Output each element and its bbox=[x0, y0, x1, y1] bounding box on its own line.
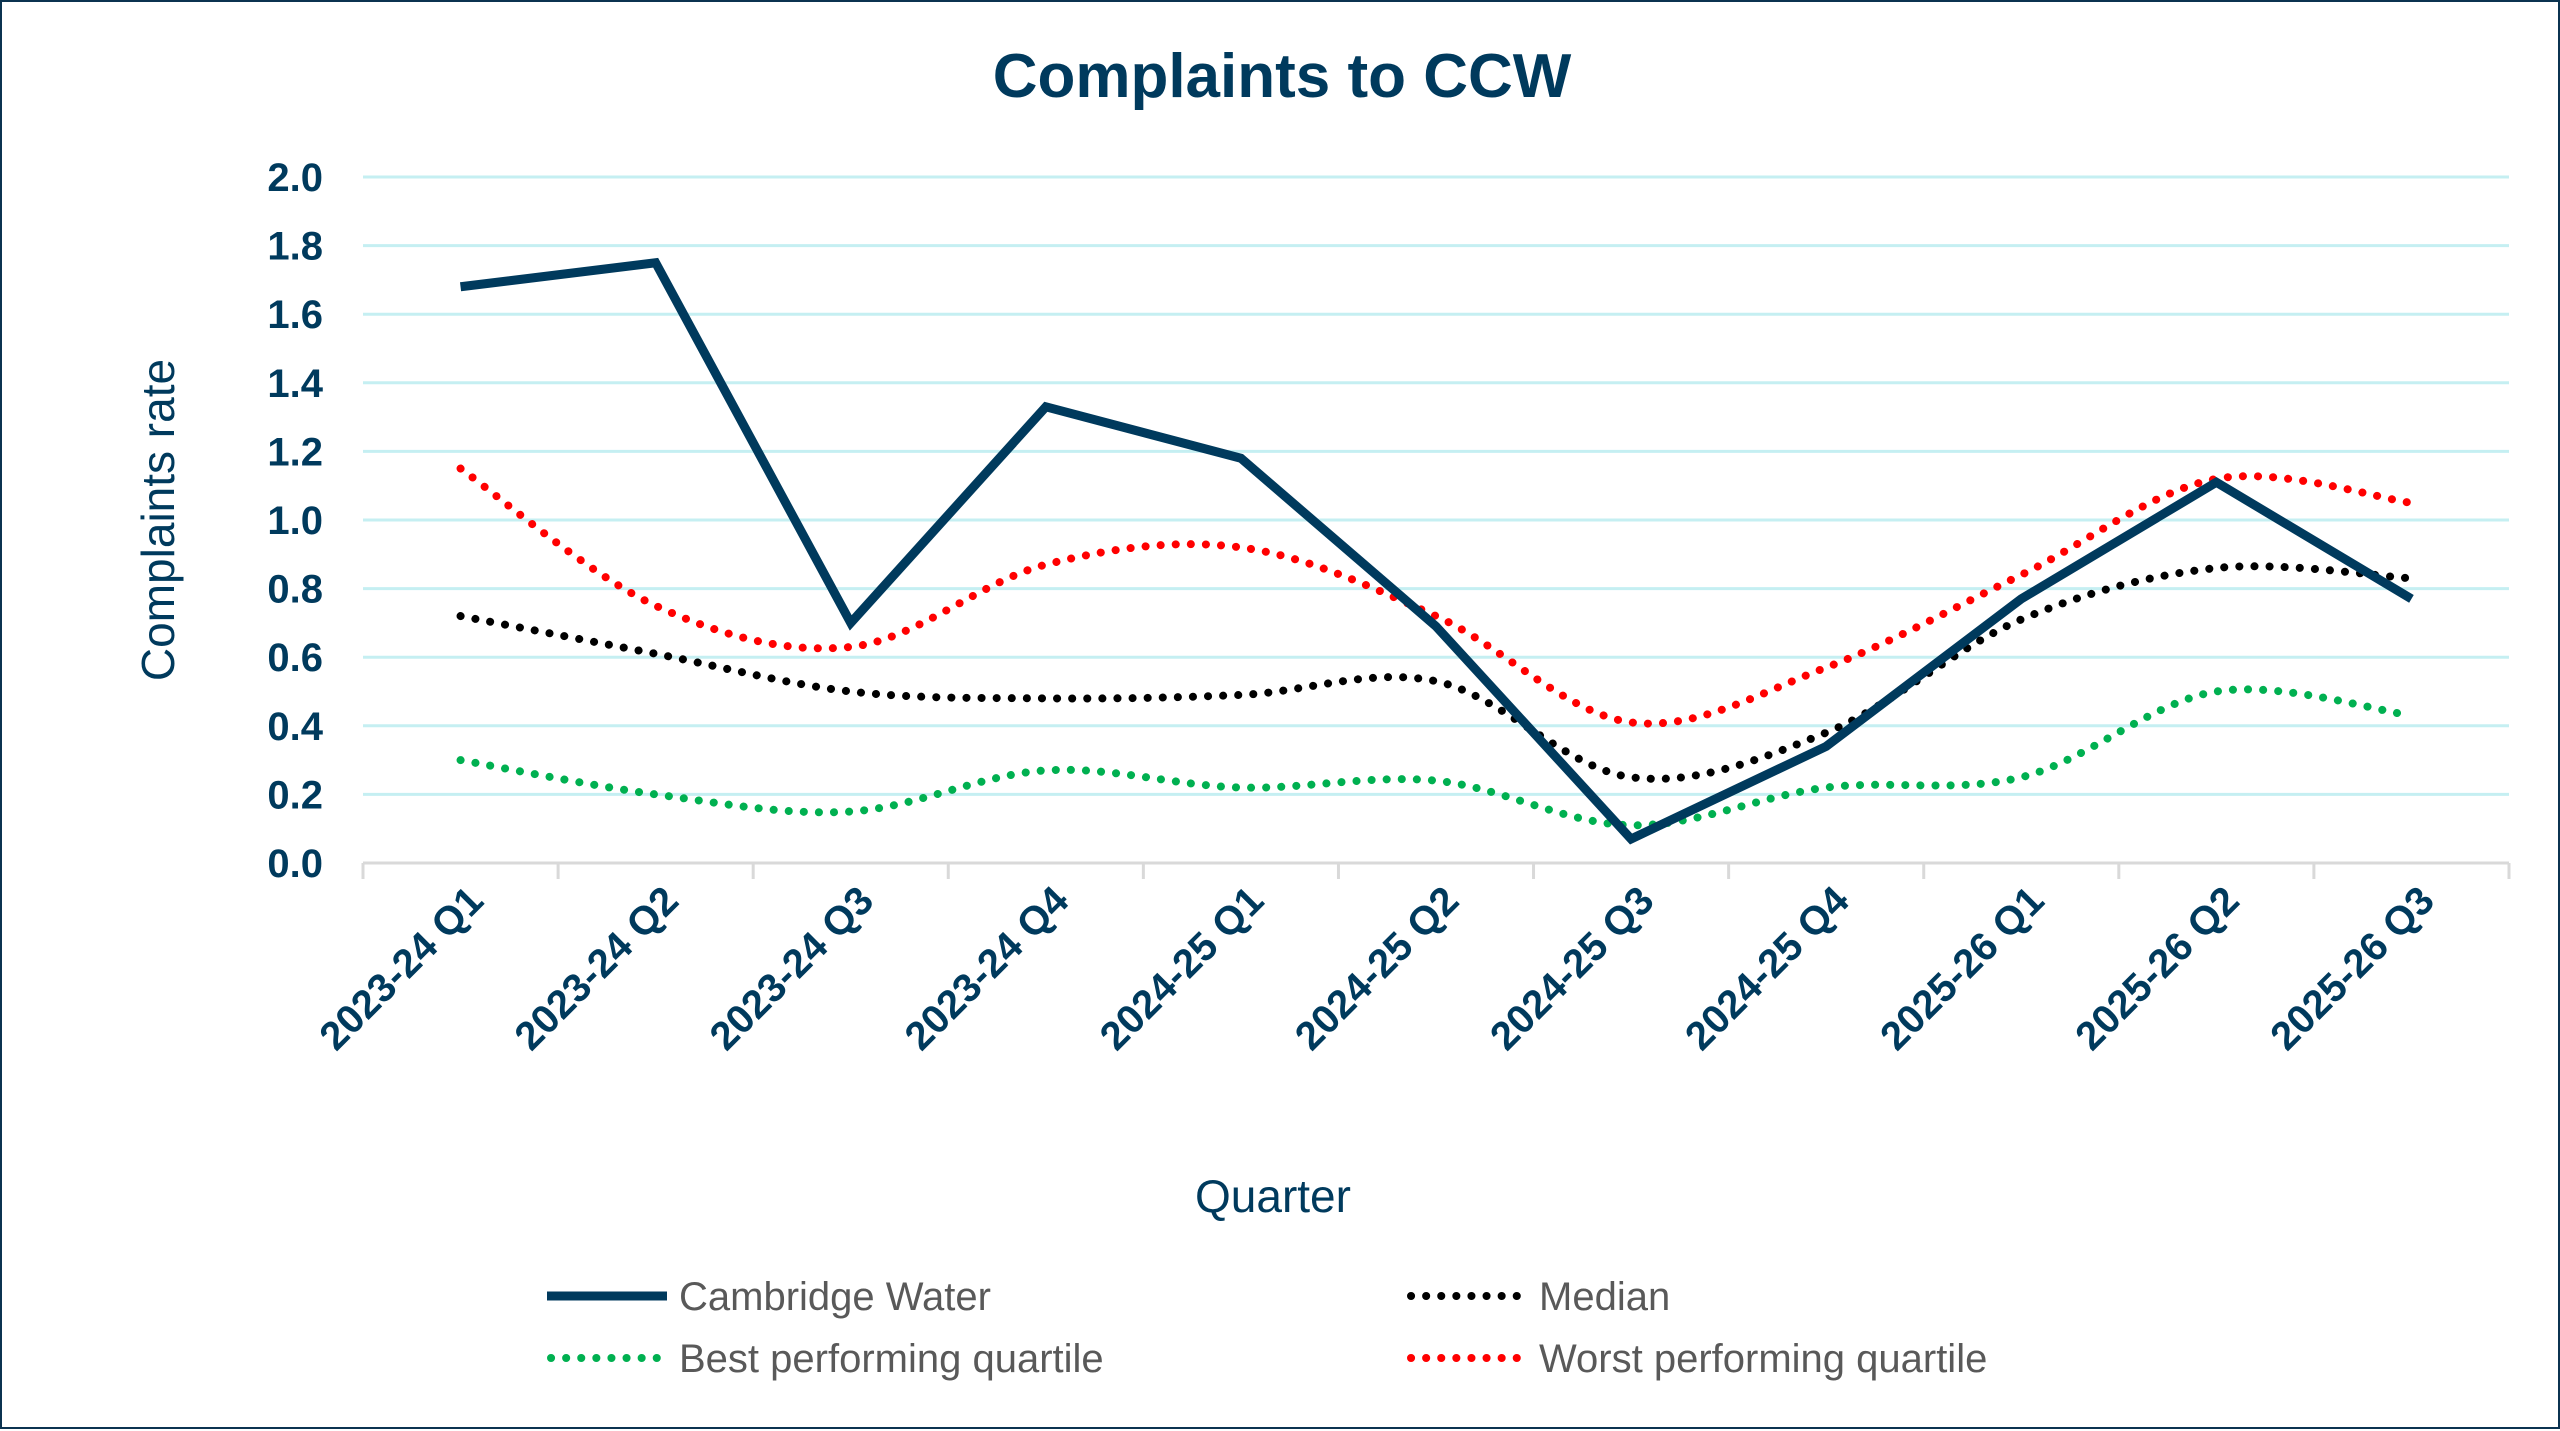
x-tick-label: 2023-24 Q1 bbox=[311, 878, 492, 1059]
y-tick-label: 1.0 bbox=[267, 499, 323, 543]
legend-label: Cambridge Water bbox=[679, 1275, 991, 1319]
x-tick-label: 2023-24 Q3 bbox=[702, 878, 883, 1059]
x-tick-label: 2024-25 Q4 bbox=[1677, 878, 1858, 1059]
gridlines bbox=[361, 175, 2511, 879]
x-tick-label: 2023-24 Q4 bbox=[897, 878, 1078, 1059]
legend-label: Worst performing quartile bbox=[1539, 1337, 1987, 1381]
series-lines bbox=[456, 257, 2416, 845]
series-line-best-performing-quartile bbox=[456, 685, 2416, 830]
y-tick-label: 0.6 bbox=[267, 636, 323, 680]
series-line-cambridge-water bbox=[459, 257, 2414, 845]
y-tick-label: 0.4 bbox=[267, 705, 323, 749]
x-tick-label: 2023-24 Q2 bbox=[506, 878, 687, 1059]
series-line-median bbox=[456, 562, 2416, 783]
legend: Cambridge Water Median Best performing qua… bbox=[547, 1275, 1987, 1381]
legend-label: Best performing quartile bbox=[679, 1337, 1104, 1381]
legend-item: Cambridge Water bbox=[547, 1275, 991, 1319]
chart-title: Complaints to CCW bbox=[993, 42, 1572, 111]
x-axis-label: Quarter bbox=[1195, 1170, 1351, 1222]
y-tick-label: 1.6 bbox=[267, 293, 323, 337]
series-line-worst-performing-quartile bbox=[456, 464, 2416, 728]
y-tick-label: 2.0 bbox=[267, 156, 323, 200]
y-tick-label: 0.2 bbox=[267, 773, 323, 817]
x-tick-label: 2024-25 Q3 bbox=[1482, 878, 1663, 1059]
x-tick-label: 2025-26 Q1 bbox=[1872, 878, 2053, 1059]
legend-label: Median bbox=[1539, 1275, 1670, 1319]
y-tick-label: 1.8 bbox=[267, 225, 323, 269]
x-tick-label: 2024-25 Q2 bbox=[1287, 878, 1468, 1059]
legend-item: Median bbox=[1407, 1275, 1670, 1319]
y-tick-label: 0.8 bbox=[267, 568, 323, 612]
x-tick-label: 2024-25 Q1 bbox=[1092, 878, 1273, 1059]
legend-item: Worst performing quartile bbox=[1407, 1337, 1987, 1381]
y-tick-label: 0.0 bbox=[267, 842, 323, 886]
x-tick-label: 2025-26 Q2 bbox=[2067, 878, 2248, 1059]
x-tick-labels: 2023-24 Q1 2023-24 Q2 2023-24 Q3 2023-24 Q4… bbox=[311, 878, 2442, 1059]
y-tick-label: 1.4 bbox=[267, 362, 323, 406]
legend-item: Best performing quartile bbox=[547, 1337, 1104, 1381]
y-tick-label: 1.2 bbox=[267, 430, 323, 474]
y-tick-labels: 0.0 0.2 0.4 0.6 0.8 1.0 1.2 1.4 1.6 1.8 2.0 bbox=[267, 156, 323, 886]
y-axis-label: Complaints rate bbox=[132, 359, 184, 681]
x-tick-label: 2025-26 Q3 bbox=[2262, 878, 2443, 1059]
